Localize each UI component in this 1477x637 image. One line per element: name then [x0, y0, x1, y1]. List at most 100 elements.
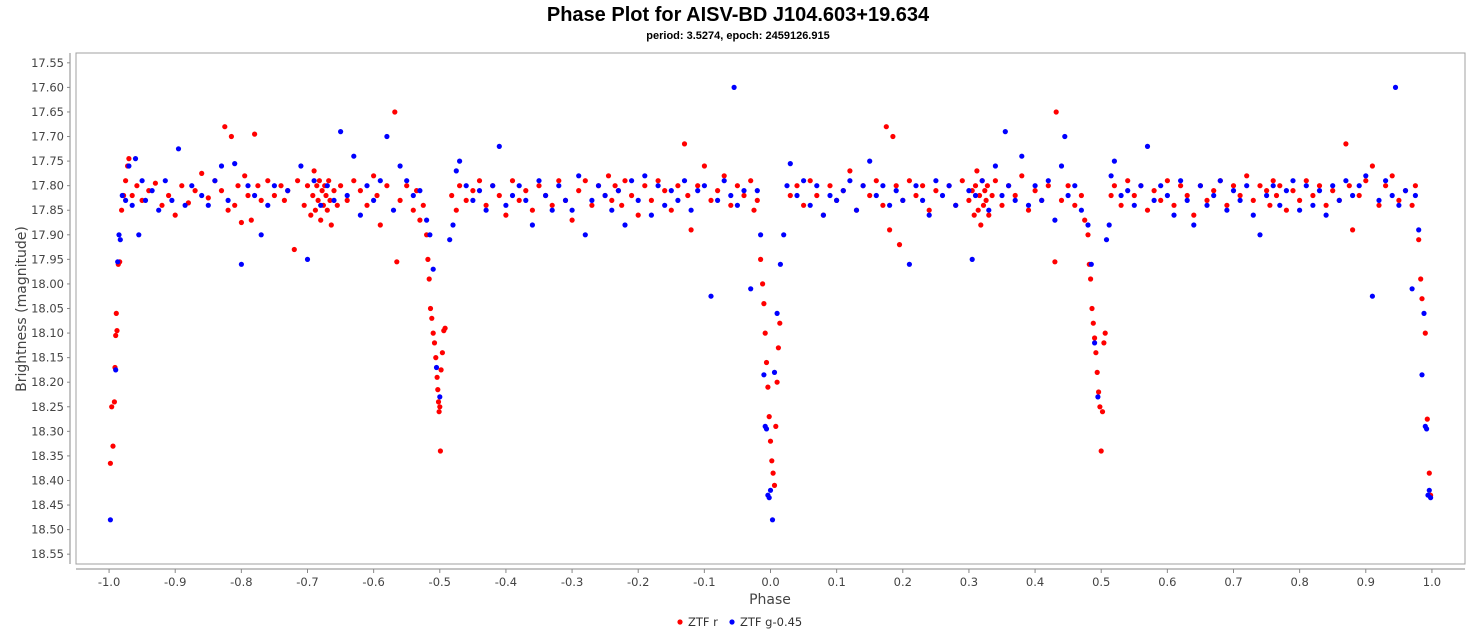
data-point	[1025, 207, 1032, 213]
data-point	[1356, 192, 1362, 199]
data-point	[946, 183, 952, 189]
data-point	[1297, 207, 1303, 213]
data-point	[182, 202, 188, 208]
data-point	[761, 301, 767, 307]
data-point	[1098, 448, 1104, 454]
y-tick-label: 18.15	[31, 351, 64, 365]
data-point	[442, 325, 448, 331]
data-point	[1191, 212, 1197, 218]
data-point	[609, 207, 615, 213]
data-point	[648, 197, 655, 203]
data-point	[1151, 188, 1157, 194]
data-point	[113, 310, 119, 316]
data-point	[265, 202, 271, 208]
data-point	[807, 202, 813, 208]
data-point	[966, 188, 972, 194]
data-point	[111, 399, 117, 405]
data-point	[1197, 183, 1203, 189]
data-point	[766, 495, 772, 501]
data-point	[404, 183, 410, 189]
data-point	[457, 158, 463, 164]
data-point	[1171, 202, 1177, 208]
data-point	[1088, 261, 1094, 267]
data-point	[989, 192, 995, 199]
legend-label: ZTF r	[688, 615, 718, 629]
data-point	[425, 256, 431, 262]
data-point	[311, 178, 317, 184]
data-point	[767, 438, 774, 444]
data-point	[992, 163, 999, 169]
data-point	[939, 192, 946, 199]
data-point	[873, 178, 879, 184]
data-point	[1250, 197, 1256, 203]
data-point	[199, 170, 205, 176]
data-point	[470, 197, 476, 203]
data-point	[642, 183, 648, 189]
data-point	[152, 180, 158, 186]
data-point	[351, 153, 357, 159]
x-tick-label: 0.4	[1026, 575, 1044, 589]
data-point	[893, 183, 899, 189]
data-point	[612, 183, 618, 189]
data-point	[316, 178, 322, 184]
data-point	[896, 242, 903, 248]
data-points	[107, 84, 1434, 523]
data-point	[1250, 212, 1256, 218]
data-point	[1094, 369, 1100, 375]
data-point	[556, 183, 562, 189]
data-point	[126, 163, 132, 169]
data-point	[1019, 173, 1025, 179]
data-point	[887, 227, 893, 233]
data-point	[1006, 183, 1012, 189]
data-point	[820, 212, 827, 218]
data-point	[662, 188, 668, 194]
data-point	[1217, 178, 1223, 184]
data-point	[1039, 197, 1045, 203]
data-point	[1085, 222, 1091, 228]
data-point	[847, 168, 853, 174]
x-tick-label: 0.3	[960, 575, 978, 589]
data-point	[721, 173, 727, 179]
data-point	[417, 217, 423, 223]
data-point	[1363, 173, 1369, 179]
data-point	[893, 188, 899, 194]
data-point	[139, 178, 145, 184]
legend-label: ZTF g-0.45	[740, 615, 802, 629]
data-point	[1065, 192, 1071, 199]
data-point	[999, 202, 1005, 208]
data-point	[344, 197, 350, 203]
data-point	[162, 178, 168, 184]
data-point	[205, 195, 211, 201]
data-point	[1125, 178, 1131, 184]
data-point	[516, 183, 522, 189]
data-point	[496, 192, 502, 199]
data-point	[225, 207, 231, 213]
data-point	[134, 183, 140, 189]
data-point	[992, 178, 999, 184]
data-point	[470, 188, 476, 194]
data-point	[1102, 330, 1108, 336]
data-point	[1012, 197, 1018, 203]
data-point	[681, 141, 688, 147]
data-point	[410, 192, 416, 199]
data-point	[1343, 141, 1349, 147]
data-point	[1111, 183, 1117, 189]
data-point	[681, 178, 688, 184]
data-point	[1257, 232, 1263, 238]
data-point	[602, 192, 608, 199]
x-tick-label: 0.2	[894, 575, 912, 589]
data-point	[252, 192, 258, 199]
data-point	[536, 178, 542, 184]
data-point	[986, 207, 992, 213]
data-point	[318, 202, 324, 208]
data-point	[1058, 197, 1065, 203]
data-point	[1419, 296, 1425, 302]
data-point	[731, 84, 737, 90]
x-tick-label: -0.5	[429, 575, 451, 589]
data-point	[189, 183, 195, 189]
data-point	[767, 487, 774, 493]
data-point	[496, 143, 502, 149]
data-point	[549, 202, 555, 208]
data-point	[769, 458, 775, 464]
